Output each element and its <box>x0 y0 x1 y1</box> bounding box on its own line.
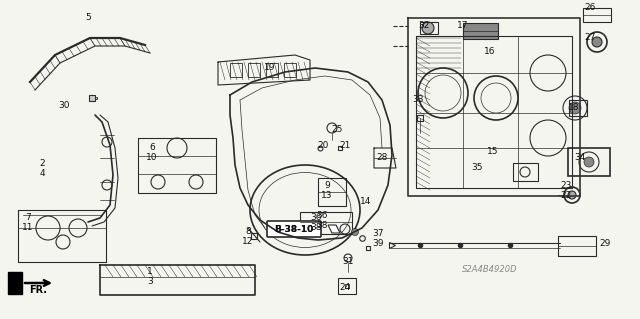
Text: 10: 10 <box>147 153 157 162</box>
Text: 19: 19 <box>264 63 276 72</box>
Polygon shape <box>8 272 22 294</box>
Text: 15: 15 <box>487 147 499 157</box>
Text: 21: 21 <box>339 140 351 150</box>
Text: 28: 28 <box>376 153 388 162</box>
Bar <box>420 22 438 34</box>
Text: 33: 33 <box>412 95 424 105</box>
Bar <box>583 8 611 22</box>
Bar <box>300 212 352 234</box>
Text: 22: 22 <box>561 190 572 199</box>
Text: 6: 6 <box>149 144 155 152</box>
Text: FR.: FR. <box>29 285 47 295</box>
Text: 11: 11 <box>22 224 34 233</box>
Bar <box>568 148 610 176</box>
Text: 8: 8 <box>245 227 251 236</box>
Text: 13: 13 <box>321 190 333 199</box>
Text: 1: 1 <box>147 268 153 277</box>
Circle shape <box>422 22 434 34</box>
Bar <box>230 63 242 77</box>
Bar <box>266 63 278 77</box>
Polygon shape <box>328 225 340 233</box>
Circle shape <box>584 157 594 167</box>
Bar <box>463 23 498 39</box>
Text: 5: 5 <box>85 13 91 23</box>
Text: 16: 16 <box>484 48 496 56</box>
Bar <box>569 100 587 116</box>
Text: 4: 4 <box>39 169 45 179</box>
FancyBboxPatch shape <box>267 221 321 237</box>
Bar <box>248 63 260 77</box>
Text: 32: 32 <box>419 20 429 29</box>
Text: 18: 18 <box>568 103 580 113</box>
Bar <box>338 278 356 294</box>
Text: 39: 39 <box>372 239 384 248</box>
Text: 38: 38 <box>310 224 322 233</box>
Text: 30: 30 <box>58 100 70 109</box>
Text: B-38-10: B-38-10 <box>275 225 314 234</box>
Text: 2: 2 <box>39 159 45 167</box>
Text: 36: 36 <box>316 211 328 219</box>
Circle shape <box>351 228 358 235</box>
Text: 12: 12 <box>243 238 253 247</box>
Text: 14: 14 <box>360 197 372 206</box>
Text: S2A4B4920D: S2A4B4920D <box>462 265 518 275</box>
Text: 35: 35 <box>471 164 483 173</box>
Text: 3: 3 <box>147 278 153 286</box>
Text: 25: 25 <box>332 125 342 135</box>
Circle shape <box>592 37 602 47</box>
Bar <box>318 178 346 206</box>
Text: 38: 38 <box>316 220 328 229</box>
Text: 17: 17 <box>457 20 468 29</box>
Bar <box>284 63 296 77</box>
Text: B-38-10: B-38-10 <box>275 225 314 234</box>
Text: 26: 26 <box>584 4 596 12</box>
Text: 37: 37 <box>372 228 384 238</box>
Bar <box>513 163 538 181</box>
Text: 31: 31 <box>342 257 354 266</box>
Text: 7: 7 <box>25 213 31 222</box>
Text: 36: 36 <box>310 213 322 222</box>
Circle shape <box>568 191 576 199</box>
Bar <box>558 236 596 256</box>
Text: 20: 20 <box>317 140 329 150</box>
Text: 27: 27 <box>584 33 596 42</box>
Text: 23: 23 <box>560 181 572 189</box>
Text: 29: 29 <box>599 239 611 248</box>
Text: 9: 9 <box>324 181 330 189</box>
Circle shape <box>569 102 581 114</box>
Text: 34: 34 <box>574 153 586 162</box>
Text: 24: 24 <box>339 284 351 293</box>
